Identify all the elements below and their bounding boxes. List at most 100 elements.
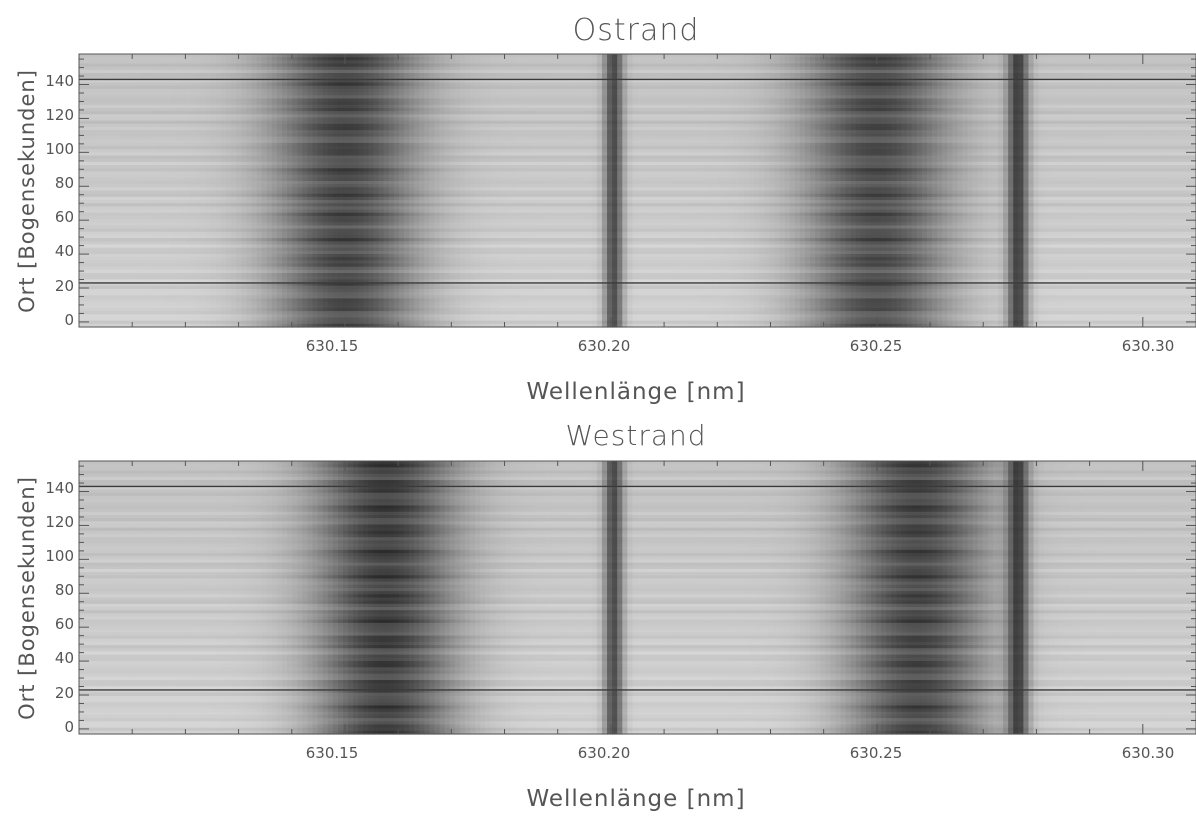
heatmap-cell: [794, 85, 801, 90]
heatmap-cell: [1109, 85, 1116, 90]
heatmap-cell: [622, 57, 628, 61]
heatmap-cell: [967, 88, 974, 93]
heatmap-cell: [185, 76, 192, 80]
heatmap-cell: [1074, 60, 1080, 65]
heatmap-cell: [302, 82, 309, 87]
heatmap-cell: [1180, 88, 1187, 93]
heatmap-cell: [612, 63, 618, 68]
heatmap-cell: [221, 79, 227, 84]
heatmap-cell: [1038, 73, 1045, 77]
heatmap-cell: [1058, 88, 1065, 93]
heatmap-cell: [434, 54, 441, 58]
heatmap-cell: [546, 66, 552, 71]
heatmap-cell: [398, 79, 405, 84]
heatmap-cell: [794, 60, 801, 65]
heatmap-cell: [1008, 57, 1014, 61]
heatmap-cell: [769, 73, 776, 77]
heatmap-cell: [1114, 57, 1121, 61]
heatmap-cell: [1150, 76, 1156, 80]
heatmap-cell: [510, 79, 517, 84]
heatmap-cell: [1038, 79, 1045, 84]
heatmap-cell: [1058, 85, 1065, 90]
heatmap-cell: [642, 66, 649, 71]
heatmap-cell: [1114, 88, 1121, 93]
heatmap-cell: [657, 63, 664, 68]
heatmap-cell: [353, 79, 359, 84]
heatmap-cell: [124, 76, 131, 80]
heatmap-cell: [541, 85, 547, 90]
heatmap-cell: [754, 88, 760, 93]
heatmap-cell: [444, 76, 451, 80]
heatmap-cell: [561, 76, 568, 80]
heatmap-cell: [723, 57, 730, 61]
heatmap-cell: [297, 60, 303, 65]
heatmap-cell: [510, 69, 517, 74]
heatmap-cell: [256, 63, 263, 68]
heatmap-cell: [195, 54, 202, 58]
heatmap-cell: [317, 92, 324, 96]
heatmap-cell: [1023, 82, 1030, 87]
heatmap-cell: [1079, 88, 1085, 93]
heatmap-cell: [891, 88, 898, 93]
heatmap-cell: [459, 88, 466, 93]
heatmap-cell: [353, 92, 359, 96]
heatmap-cell: [581, 85, 588, 90]
heatmap-cell: [388, 92, 395, 96]
heatmap-cell: [881, 88, 887, 93]
heatmap-cell: [678, 69, 684, 74]
heatmap-cell: [317, 66, 324, 71]
heatmap-cell: [114, 76, 121, 80]
heatmap-cell: [673, 69, 679, 74]
heatmap-cell: [926, 88, 933, 93]
heatmap-cell: [1053, 60, 1060, 65]
heatmap-cell: [911, 54, 918, 58]
heatmap-cell: [662, 85, 669, 90]
heatmap-cell: [1170, 69, 1177, 74]
heatmap-cell: [799, 69, 806, 74]
heatmap-cell: [647, 85, 654, 90]
heatmap-cell: [911, 79, 918, 84]
heatmap-cell: [271, 57, 278, 61]
heatmap-cell: [952, 85, 958, 90]
heatmap-cell: [561, 85, 568, 90]
heatmap-cell: [403, 60, 410, 65]
heatmap-cell: [1069, 88, 1075, 93]
heatmap-cell: [982, 82, 989, 87]
heatmap-cell: [1069, 66, 1075, 71]
heatmap-cell: [617, 69, 623, 74]
heatmap-cell: [789, 79, 796, 84]
heatmap-cell: [1145, 69, 1151, 74]
heatmap-cell: [271, 63, 278, 68]
heatmap-cell: [825, 60, 832, 65]
heatmap-cell: [952, 73, 958, 77]
heatmap-cell: [637, 69, 644, 74]
panel-ostrand: Ostrand 630.15 630.20 630.25 630.30 0 20…: [15, 13, 1196, 405]
heatmap-cell: [1074, 54, 1080, 58]
heatmap-cell: [972, 88, 979, 93]
heatmap-cell: [317, 88, 324, 93]
heatmap-cell: [1104, 57, 1111, 61]
heatmap-cell: [231, 63, 237, 68]
heatmap-cell: [449, 63, 456, 68]
heatmap-cell: [683, 88, 689, 93]
heatmap-cell: [353, 85, 359, 90]
heatmap-cell: [855, 69, 862, 74]
heatmap-cell: [1038, 88, 1045, 93]
heatmap-cell: [596, 57, 603, 61]
heatmap-cell: [195, 88, 202, 93]
heatmap-cell: [657, 76, 664, 80]
heatmap-cell: [1079, 69, 1085, 74]
heatmap-cell: [515, 54, 522, 58]
heatmap-cell: [820, 60, 826, 65]
heatmap-cell: [515, 57, 522, 61]
heatmap-cell: [485, 63, 491, 68]
heatmap-cell: [637, 66, 644, 71]
heatmap-cell: [170, 63, 177, 68]
heatmap-cell: [667, 79, 674, 84]
heatmap-cell: [571, 57, 578, 61]
heatmap-cell: [718, 73, 725, 77]
heatmap-cell: [703, 73, 710, 77]
heatmap-cell: [256, 69, 263, 74]
heatmap-cell: [485, 73, 491, 77]
heatmap-cell: [1150, 66, 1156, 71]
